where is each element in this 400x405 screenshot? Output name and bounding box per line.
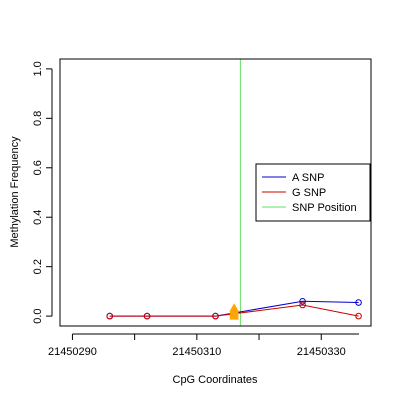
g-snp-point bbox=[143, 312, 151, 320]
legend-label-a-snp: A SNP bbox=[292, 172, 324, 184]
legend: A SNP G SNP SNP Position bbox=[255, 163, 371, 222]
y-tick-label: 0.8 bbox=[32, 111, 44, 126]
y-tick-label: 1.0 bbox=[32, 61, 44, 76]
y-axis-title: Methylation Frequency bbox=[9, 136, 21, 248]
x-axis-title: CpG Coordinates bbox=[173, 374, 258, 386]
x-tick-label: 21450290 bbox=[48, 346, 97, 358]
x-tick-label: 21450310 bbox=[172, 346, 221, 358]
g-snp-point bbox=[106, 312, 114, 320]
y-tick-label: 0.6 bbox=[32, 160, 44, 175]
plot-frame bbox=[59, 58, 372, 327]
plot-layer bbox=[106, 59, 362, 326]
g-snp-line bbox=[109, 304, 359, 317]
legend-label-g-snp: G SNP bbox=[292, 187, 326, 199]
y-tick-label: 0.0 bbox=[32, 308, 44, 323]
a-snp-point bbox=[355, 299, 362, 306]
x-tick-label: 21450330 bbox=[297, 346, 346, 358]
g-snp-point bbox=[355, 312, 362, 320]
snp-marker-triangle bbox=[229, 303, 240, 312]
g-snp-point bbox=[299, 301, 306, 309]
y-tick-label: 0.4 bbox=[32, 210, 44, 225]
g-snp-point bbox=[212, 312, 219, 320]
a-snp-point bbox=[299, 297, 306, 305]
legend-label-snp-position: SNP Position bbox=[292, 202, 357, 214]
y-tick-label: 0.2 bbox=[32, 259, 44, 274]
axis-layer: 21450290 21450310 21450330 0.0 0.2 0.4 0.6 0.8 1… bbox=[32, 61, 359, 358]
